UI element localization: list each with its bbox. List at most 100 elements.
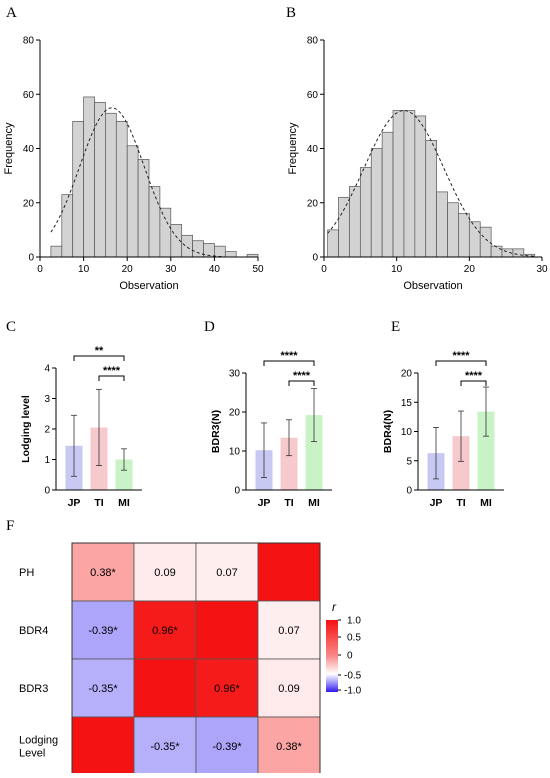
x-category-label: JP xyxy=(430,497,443,509)
histogram-bar xyxy=(392,110,405,258)
x-category-label: TI xyxy=(456,497,465,509)
row-label: PH xyxy=(19,567,34,579)
colorbar-label: r xyxy=(332,600,337,614)
significance-bracket xyxy=(288,380,315,386)
panel-letter: B xyxy=(286,5,296,21)
y-tick-label: 40 xyxy=(23,144,35,155)
y-tick-label: 20 xyxy=(401,369,413,380)
correlation-heatmap: F 0.38* 0.09 0.07 -0.39* 0.96* 0.07 -0.35* 0.96*… xyxy=(6,518,362,776)
y-tick-label: 0 xyxy=(234,486,240,497)
cell-value-label: 0.09 xyxy=(278,683,299,695)
row-label: Level xyxy=(19,748,45,760)
significance-label: **** xyxy=(103,365,121,377)
y-tick-label: 20 xyxy=(307,198,319,209)
significance-bracket xyxy=(98,375,125,381)
x-category-label: TI xyxy=(94,497,103,509)
normal-fit-curve xyxy=(50,107,224,258)
y-tick-label: 0 xyxy=(28,253,34,264)
row-label: BDR3 xyxy=(19,683,48,695)
cell-value-label: 0.96* xyxy=(152,625,178,637)
panel-letter: E xyxy=(391,319,400,335)
y-tick-label: 10 xyxy=(401,427,413,438)
colorbar-tick-label: 0 xyxy=(347,651,353,662)
y-tick-label: 40 xyxy=(307,144,319,155)
x-category-label: TI xyxy=(284,497,293,509)
cell-value-label: -0.39* xyxy=(88,625,118,637)
histogram-bar xyxy=(479,226,492,258)
x-axis-label: Observation xyxy=(403,280,462,292)
significance-bracket xyxy=(263,360,315,366)
histogram-bar xyxy=(181,234,193,258)
y-tick-label: 3 xyxy=(44,394,50,405)
histogram-bar xyxy=(425,140,437,258)
y-tick-label: 0 xyxy=(312,253,318,264)
histogram-panel-A: A 0 20 40 60 80 0 10 20 30 40 50 Observation Frequenc… xyxy=(3,5,264,292)
x-tick-label: 30 xyxy=(536,264,548,275)
heatmap-cell xyxy=(257,600,321,660)
bar xyxy=(115,459,133,490)
significance-label: **** xyxy=(465,370,483,382)
significance-label: **** xyxy=(452,350,470,362)
histogram-bar xyxy=(349,186,361,258)
heatmap-cell xyxy=(133,658,197,718)
cell-value-label: 0.38* xyxy=(90,567,116,579)
y-tick-label: 0 xyxy=(406,486,412,497)
y-tick-label: 1 xyxy=(44,455,50,466)
histogram-bar xyxy=(447,202,459,258)
colorbar-tick-label: -0.5 xyxy=(344,671,362,682)
histogram-bar xyxy=(338,196,350,258)
histogram-bar xyxy=(370,148,383,258)
cell-value-label: 0.38* xyxy=(276,741,302,753)
histogram-bar xyxy=(115,121,128,258)
y-axis-label: BDR3(N) xyxy=(210,410,222,453)
x-tick-label: 10 xyxy=(78,264,90,275)
colorbar-tick-label: 0.5 xyxy=(347,633,361,644)
row-label: Lodging xyxy=(19,735,58,747)
heatmap-cell xyxy=(133,600,197,660)
y-tick-label: 20 xyxy=(23,198,35,209)
panel-letter: A xyxy=(6,5,17,21)
cell-value-label: 0.09 xyxy=(154,567,175,579)
cell-value-label: -0.35* xyxy=(88,683,118,695)
histogram-bar xyxy=(359,167,372,258)
significance-label: ** xyxy=(95,345,104,357)
histogram-bar xyxy=(105,112,117,258)
histogram-bar xyxy=(72,121,84,258)
bar-panel-E: E JP TI MI 0 5 10 15 20 BDR4(N) **** **** xyxy=(382,319,504,509)
row-label: BDR4 xyxy=(19,625,48,637)
heatmap-cell xyxy=(71,716,135,776)
heatmap-cell xyxy=(195,542,259,602)
y-axis-label: Lodging level xyxy=(20,395,32,463)
histogram-bar xyxy=(137,159,150,258)
y-tick-label: 80 xyxy=(23,36,35,47)
normal-fit-curve xyxy=(327,110,535,257)
y-tick-label: 30 xyxy=(229,369,241,380)
histogram-bar xyxy=(50,245,63,258)
histogram-bar xyxy=(224,251,237,258)
significance-label: **** xyxy=(293,370,311,382)
heatmap-cell xyxy=(195,658,259,718)
significance-label: **** xyxy=(280,350,298,362)
x-tick-label: 50 xyxy=(252,264,264,275)
y-tick-label: 2 xyxy=(44,425,50,436)
x-axis-label: Observation xyxy=(119,280,178,292)
colorbar-tick-label: -1.0 xyxy=(344,686,362,697)
heatmap-cell xyxy=(257,542,321,602)
bar xyxy=(452,436,470,490)
heatmap-cell xyxy=(195,600,259,660)
x-category-label: MI xyxy=(480,497,492,509)
y-tick-label: 60 xyxy=(23,90,35,101)
cell-value-label: 0.96* xyxy=(214,683,240,695)
colorbar xyxy=(326,620,338,692)
panel-letter: D xyxy=(204,319,215,335)
x-category-label: JP xyxy=(68,497,81,509)
x-tick-label: 30 xyxy=(165,264,177,275)
x-tick-label: 20 xyxy=(464,264,476,275)
y-tick-label: 4 xyxy=(44,364,50,375)
heatmap-cell xyxy=(71,658,135,718)
bar xyxy=(305,415,323,490)
significance-bracket xyxy=(73,355,125,361)
panel-letter: F xyxy=(6,518,14,534)
x-tick-label: 20 xyxy=(122,264,134,275)
